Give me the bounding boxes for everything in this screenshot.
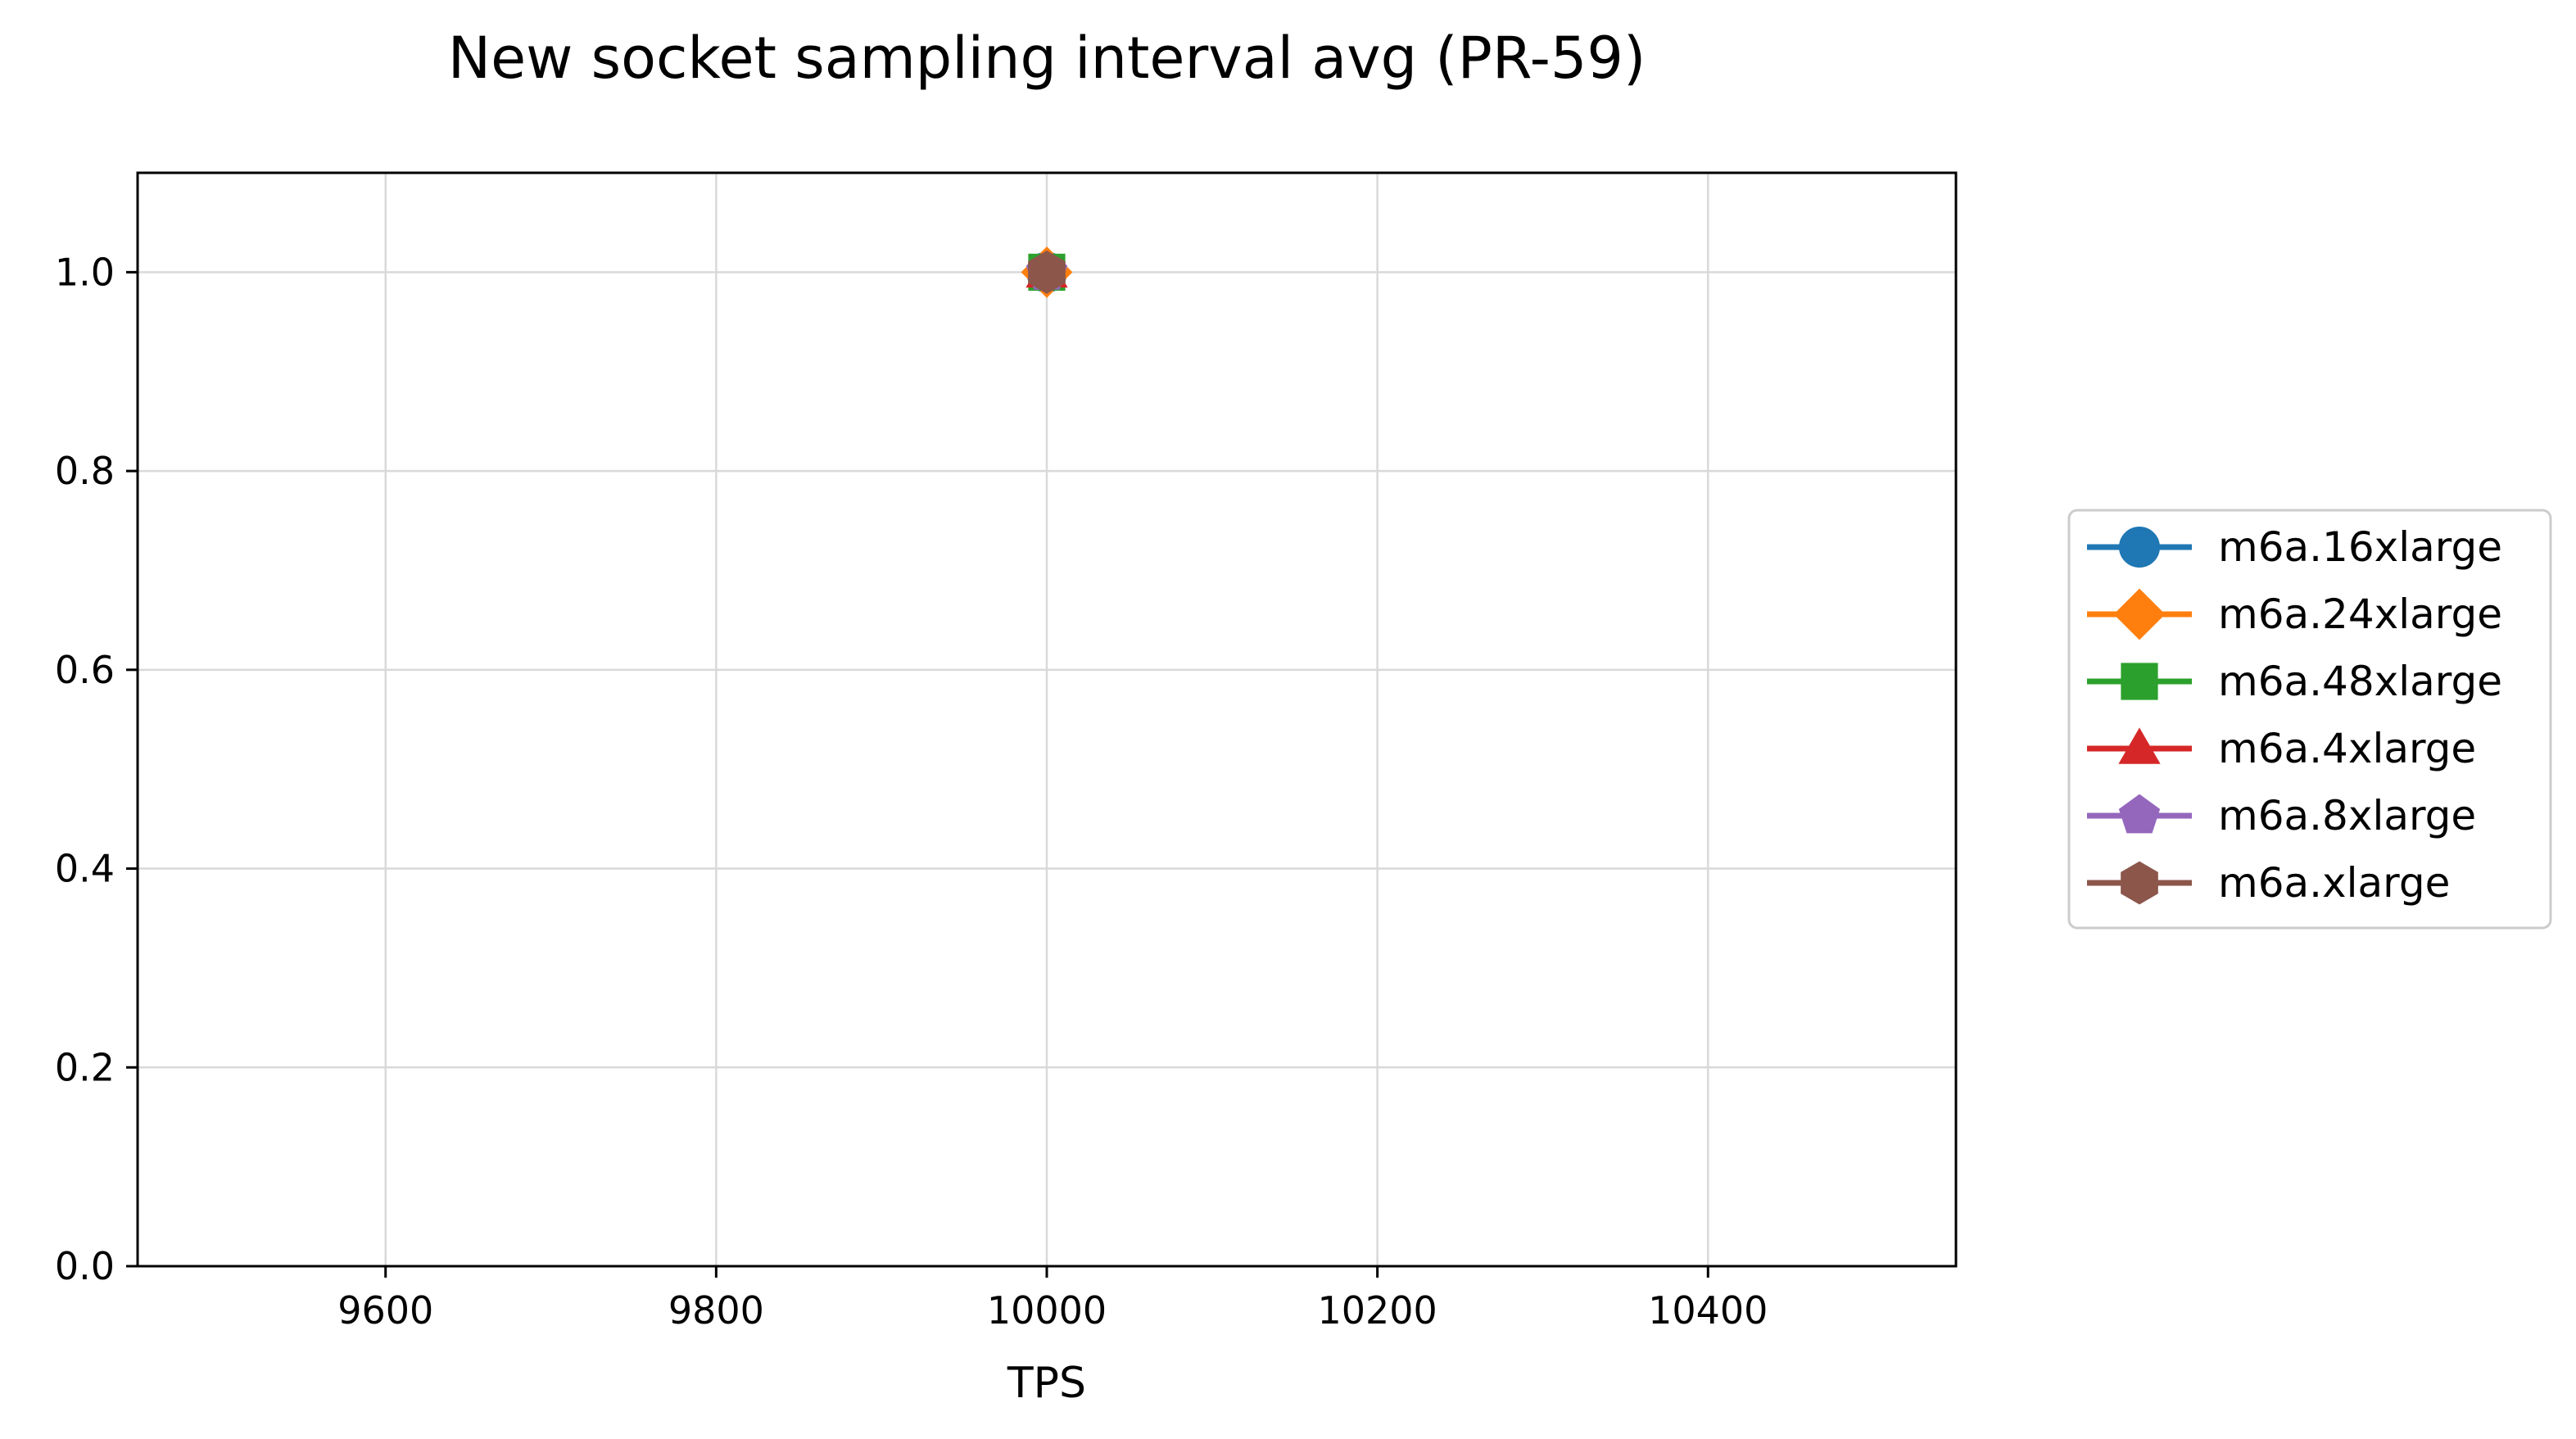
y-tick-label: 0.2 bbox=[55, 1045, 115, 1089]
legend-label: m6a.xlarge bbox=[2218, 859, 2450, 907]
legend-marker bbox=[2113, 588, 2166, 640]
legend-item: m6a.8xlarge bbox=[2087, 792, 2476, 839]
x-ticks: 9600 9800 10000 10200 10400 bbox=[337, 1266, 1768, 1333]
legend-label: m6a.8xlarge bbox=[2218, 792, 2476, 839]
y-tick-label: 1.0 bbox=[55, 250, 115, 294]
y-tick-label: 0.4 bbox=[55, 847, 115, 891]
x-tick-label: 9800 bbox=[668, 1288, 764, 1333]
legend-marker bbox=[2118, 794, 2161, 834]
y-tick-label: 0.8 bbox=[55, 449, 115, 493]
legend-label: m6a.24xlarge bbox=[2218, 591, 2502, 638]
legend-marker bbox=[2121, 861, 2158, 905]
legend-label: m6a.4xlarge bbox=[2218, 725, 2476, 772]
legend-item: m6a.xlarge bbox=[2087, 859, 2450, 907]
legend-label: m6a.48xlarge bbox=[2218, 658, 2502, 705]
y-ticks: 0.0 0.2 0.4 0.6 0.8 1.0 bbox=[55, 250, 138, 1288]
legend-item: m6a.16xlarge bbox=[2087, 523, 2502, 571]
series-m6a.xlarge bbox=[1028, 251, 1066, 294]
series-layer bbox=[1021, 246, 1073, 298]
legend-item: m6a.4xlarge bbox=[2087, 725, 2476, 772]
grid bbox=[138, 173, 1956, 1268]
data-point bbox=[1028, 251, 1066, 294]
x-tick-label: 10000 bbox=[987, 1288, 1107, 1333]
legend-label: m6a.16xlarge bbox=[2218, 523, 2502, 571]
x-tick-label: 10400 bbox=[1648, 1288, 1768, 1333]
legend-marker bbox=[2118, 727, 2161, 764]
x-tick-label: 9600 bbox=[337, 1288, 433, 1333]
y-tick-label: 0.6 bbox=[55, 648, 115, 692]
legend: m6a.16xlarge m6a.24xlarge m6a.48xlarge m6a.… bbox=[2067, 509, 2552, 930]
x-tick-label: 10200 bbox=[1317, 1288, 1437, 1333]
y-tick-label: 0.0 bbox=[55, 1244, 115, 1288]
legend-marker bbox=[2121, 663, 2158, 700]
x-axis-label: TPS bbox=[1007, 1359, 1086, 1408]
chart-title: New socket sampling interval avg (PR-59) bbox=[448, 25, 1646, 92]
legend-item: m6a.48xlarge bbox=[2087, 658, 2502, 705]
legend-item: m6a.24xlarge bbox=[2087, 588, 2502, 640]
legend-marker bbox=[2119, 527, 2160, 568]
